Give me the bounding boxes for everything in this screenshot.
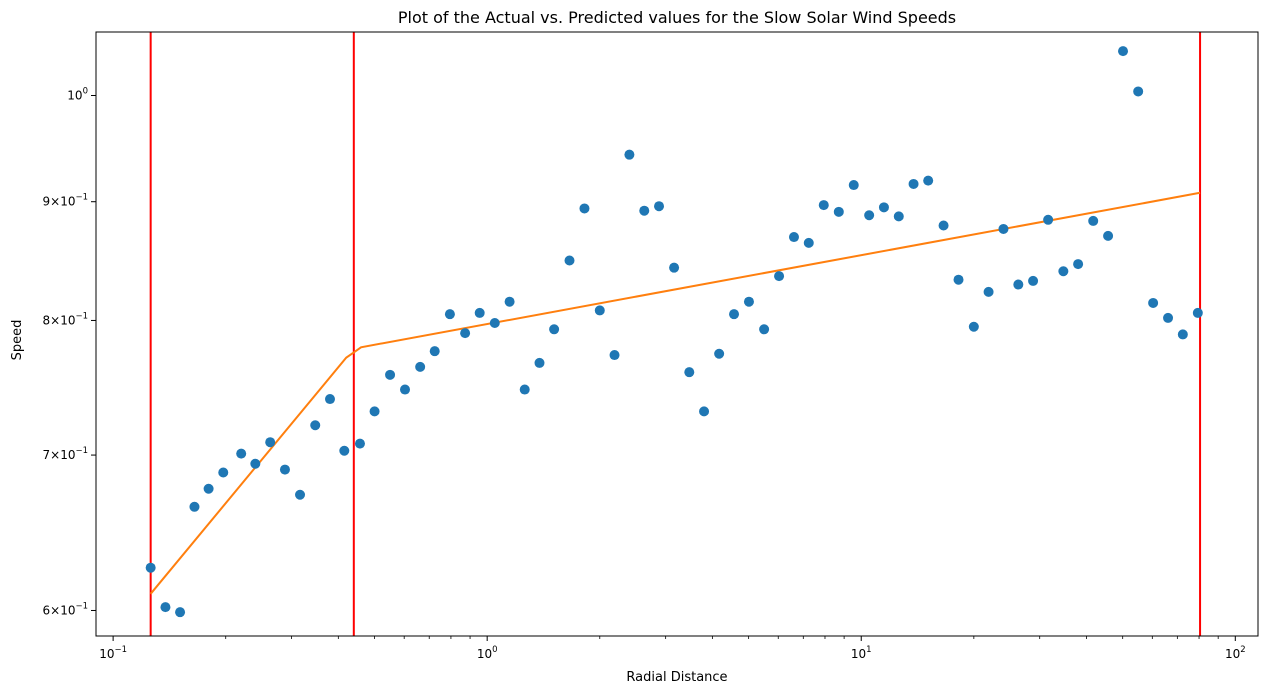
data-point — [354, 438, 365, 449]
y-tick-label: 7×10−1 — [43, 446, 89, 462]
data-point — [938, 220, 949, 231]
data-point — [429, 346, 440, 357]
data-point — [848, 180, 859, 191]
data-point — [594, 305, 605, 316]
data-point — [714, 348, 725, 359]
data-point — [983, 286, 994, 297]
data-point — [265, 437, 276, 448]
data-point — [279, 464, 290, 475]
data-point — [788, 232, 799, 243]
data-point — [534, 357, 545, 368]
data-point — [908, 178, 919, 189]
data-point — [953, 274, 964, 285]
data-point — [175, 607, 186, 618]
data-point — [1177, 329, 1188, 340]
data-point — [489, 317, 500, 328]
x-tick-label: 10−1 — [99, 645, 127, 661]
predicted-line — [149, 191, 1201, 595]
y-tick-label: 6×10−1 — [43, 601, 89, 617]
data-point — [878, 202, 889, 213]
data-point — [968, 321, 979, 332]
data-point — [189, 501, 200, 512]
data-point — [833, 206, 844, 217]
data-point — [609, 350, 620, 361]
data-point — [1192, 307, 1203, 318]
data-point — [1043, 214, 1054, 225]
data-point — [639, 205, 650, 216]
data-point — [803, 237, 814, 248]
data-point — [579, 203, 590, 214]
data-point — [564, 255, 575, 266]
plot-area-frame — [95, 31, 1259, 637]
data-point — [460, 328, 471, 339]
data-point — [400, 384, 411, 395]
data-point — [893, 211, 904, 222]
data-point — [236, 448, 247, 459]
data-point — [1133, 86, 1144, 97]
x-axis-ticks: 10−1 100 101 102 — [99, 636, 1246, 661]
data-point — [818, 200, 829, 211]
data-point — [1163, 312, 1174, 323]
data-point — [998, 223, 1009, 234]
data-point — [743, 296, 754, 307]
data-point — [1058, 266, 1069, 277]
x-axis-label: Radial Distance — [626, 670, 727, 685]
data-point — [774, 271, 785, 282]
data-point — [1028, 275, 1039, 286]
data-point — [160, 602, 171, 613]
data-point — [729, 309, 740, 320]
actual-points-series — [145, 46, 1203, 618]
data-point — [295, 489, 306, 500]
y-tick-label: 8×10−1 — [43, 311, 89, 327]
x-tick-label: 101 — [851, 645, 872, 661]
data-point — [339, 445, 350, 456]
x-tick-label: 100 — [477, 645, 498, 661]
data-point — [385, 369, 396, 380]
chart-title: Plot of the Actual vs. Predicted values … — [398, 8, 956, 27]
data-point — [654, 201, 665, 212]
data-point — [310, 420, 321, 431]
data-point — [699, 406, 710, 417]
data-point — [1148, 297, 1159, 308]
data-point — [864, 210, 875, 221]
data-point — [519, 384, 530, 395]
data-point — [923, 175, 934, 186]
data-point — [415, 361, 426, 372]
data-point — [324, 394, 335, 405]
vertical-lines — [149, 32, 1202, 636]
data-point — [549, 324, 560, 335]
y-axis-ticks: 6×10−1 7×10−1 8×10−1 9×10−1 100 — [43, 86, 96, 617]
data-point — [1088, 215, 1099, 226]
data-point — [444, 309, 455, 320]
data-point — [203, 483, 214, 494]
data-point — [474, 307, 485, 318]
data-point — [218, 467, 229, 478]
data-point — [1073, 259, 1084, 270]
data-point — [1013, 279, 1024, 290]
data-point — [684, 367, 695, 378]
data-point — [1103, 230, 1114, 241]
y-tick-label: 100 — [67, 86, 88, 102]
data-point — [1118, 46, 1129, 57]
data-point — [369, 406, 380, 417]
data-point — [669, 262, 680, 273]
y-tick-label: 9×10−1 — [43, 193, 89, 209]
y-axis-label: Speed — [10, 320, 25, 361]
data-point — [759, 324, 770, 335]
data-point — [624, 149, 635, 160]
x-tick-label: 102 — [1225, 645, 1246, 661]
data-point — [504, 296, 515, 307]
predicted-line-series — [149, 191, 1201, 595]
data-point — [145, 562, 156, 573]
data-point — [250, 458, 261, 469]
